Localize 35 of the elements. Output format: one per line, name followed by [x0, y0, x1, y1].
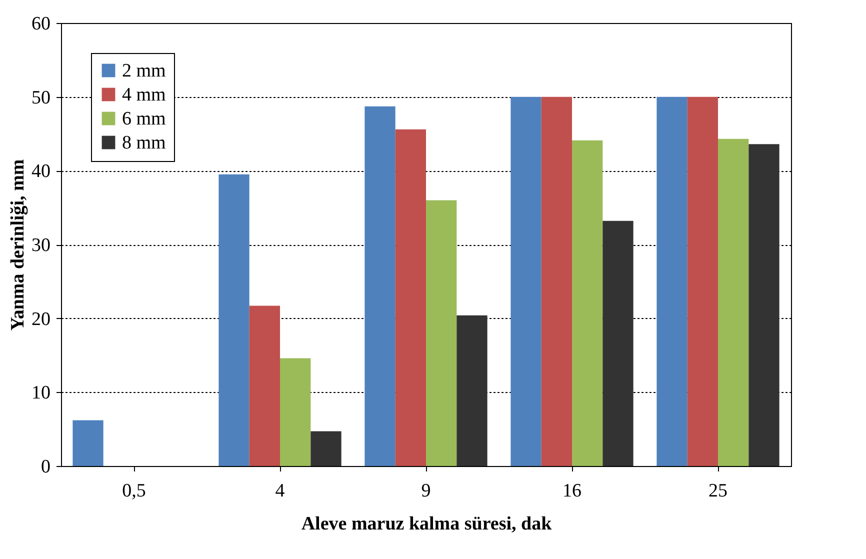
bar: [249, 306, 280, 466]
bar: [541, 96, 572, 466]
x-tick-label: 0,5: [122, 480, 146, 502]
y-axis-title: Yanma derinliği, mm: [8, 159, 28, 331]
bar: [395, 129, 426, 466]
y-tick-label: 40: [32, 161, 50, 182]
bar: [687, 96, 718, 466]
bar: [510, 96, 542, 466]
y-tick-label: 20: [32, 308, 50, 330]
bar: [72, 420, 104, 466]
bar: [602, 220, 634, 466]
x-tick-label: 25: [708, 480, 728, 502]
x-tick-label: 16: [562, 480, 582, 502]
legend-label: 8 mm: [122, 132, 166, 154]
bar: [718, 138, 749, 466]
bar: [364, 106, 396, 466]
x-tick-label: 9: [421, 480, 431, 502]
bar: [310, 431, 342, 466]
y-tick-label: 30: [32, 235, 50, 256]
y-tick-label: 10: [32, 382, 50, 404]
bar: [426, 200, 457, 466]
bar: [456, 315, 488, 466]
bar: [218, 174, 250, 466]
legend-label: 4 mm: [122, 84, 166, 106]
bar: [572, 140, 603, 466]
legend-label: 2 mm: [122, 60, 166, 82]
x-tick-label: 4: [275, 480, 286, 502]
y-tick-label: 50: [32, 87, 50, 108]
legend-label: 6 mm: [122, 108, 166, 130]
y-tick-label: 60: [32, 14, 50, 34]
x-axis-title: Aleve maruz kalma süresi, dak: [301, 514, 552, 534]
bar: [656, 96, 688, 466]
bar: [280, 358, 311, 466]
y-tick-label: 0: [41, 456, 50, 478]
bar: [748, 144, 780, 466]
